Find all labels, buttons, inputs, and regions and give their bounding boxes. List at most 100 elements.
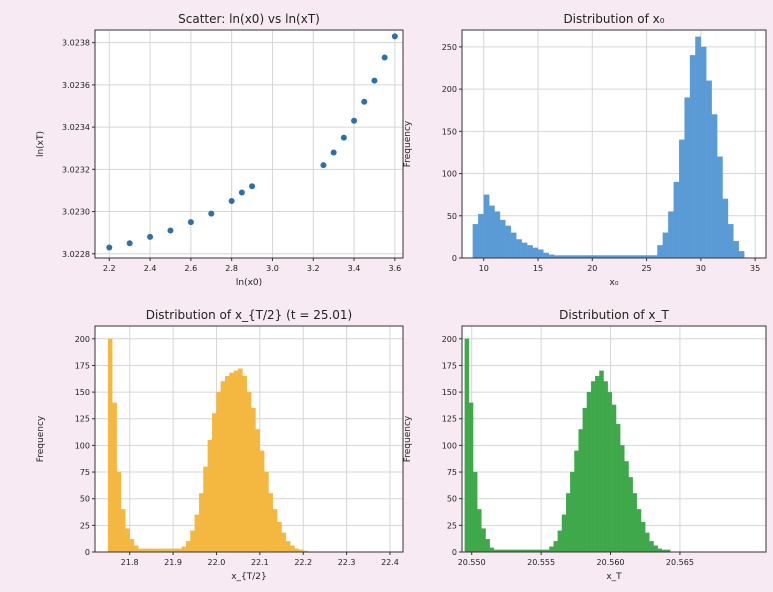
histogram-bar bbox=[133, 545, 139, 553]
scatter-point bbox=[228, 198, 235, 204]
histogram-bar bbox=[632, 493, 638, 553]
y-tick-label: 175 bbox=[75, 361, 90, 370]
histogram-bar bbox=[711, 114, 718, 259]
scatter-point bbox=[208, 210, 215, 217]
x-axis-label: x₀ bbox=[610, 278, 619, 288]
x-tick-label: 22.3 bbox=[338, 558, 356, 567]
scatter-point bbox=[371, 77, 378, 84]
y-tick-label: 200 bbox=[442, 335, 457, 344]
histogram-bar bbox=[653, 545, 658, 553]
y-tick-label: 3.0230 bbox=[62, 208, 90, 217]
x-axis-label: ln(x0) bbox=[236, 278, 262, 288]
x-tick-label: 25 bbox=[641, 264, 651, 273]
scatter-point bbox=[330, 149, 337, 156]
histogram-bar bbox=[582, 407, 588, 553]
scatter-point bbox=[381, 54, 388, 61]
histogram-bar bbox=[477, 509, 482, 553]
x-tick-label: 15 bbox=[533, 264, 543, 273]
scatter-point bbox=[361, 98, 368, 105]
chart-title: Distribution of x_{T/2} (t = 25.01) bbox=[146, 308, 353, 322]
scatter-point bbox=[106, 244, 113, 251]
x-axis-label: x_T bbox=[606, 572, 622, 582]
histogram-bar bbox=[727, 224, 734, 259]
histogram-bar bbox=[224, 375, 230, 553]
histogram-bar bbox=[516, 239, 522, 259]
histogram-bar bbox=[494, 211, 501, 259]
y-tick-label: 3.0232 bbox=[62, 165, 90, 174]
y-tick-label: 150 bbox=[75, 388, 90, 397]
histogram-bar bbox=[722, 198, 729, 259]
histogram-bar bbox=[532, 247, 539, 259]
scatter-point bbox=[126, 240, 133, 247]
histogram-bar bbox=[553, 541, 558, 553]
y-tick-label: 3.0238 bbox=[62, 39, 90, 48]
x-axis-label: x_{T/2} bbox=[231, 572, 267, 582]
histogram-bar bbox=[561, 514, 567, 553]
y-tick-label: 125 bbox=[442, 415, 457, 424]
histogram-bar bbox=[499, 219, 506, 259]
histogram-bar bbox=[185, 541, 191, 553]
histogram-bar bbox=[578, 429, 583, 553]
histogram-bar bbox=[673, 181, 680, 259]
histogram-bar bbox=[233, 370, 239, 553]
x-tick-label: 30 bbox=[696, 264, 706, 273]
histogram-bar bbox=[190, 530, 195, 553]
histogram-bar bbox=[624, 461, 629, 553]
x-tick-label: 21.9 bbox=[164, 558, 182, 567]
y-tick-label: 25 bbox=[447, 521, 457, 530]
y-tick-label: 100 bbox=[75, 441, 90, 450]
x-tick-label: 3.0 bbox=[266, 264, 279, 273]
y-axis-label: Frequency bbox=[403, 120, 413, 167]
histogram-bar bbox=[290, 545, 295, 553]
y-tick-label: 150 bbox=[442, 388, 457, 397]
x-tick-label: 20.555 bbox=[527, 558, 555, 567]
histogram-bar bbox=[483, 194, 490, 259]
histogram-bar bbox=[640, 522, 646, 553]
histogram-bar bbox=[645, 532, 650, 553]
y-tick-label: 3.0234 bbox=[62, 123, 90, 132]
histogram-bar bbox=[548, 254, 555, 259]
histogram-bar bbox=[468, 402, 474, 553]
histogram-bar bbox=[242, 375, 247, 553]
histogram-bar bbox=[129, 539, 135, 553]
histogram-bar bbox=[211, 413, 217, 553]
histogram-bar bbox=[472, 471, 478, 553]
histogram-bar bbox=[107, 338, 113, 553]
scatter-point bbox=[391, 33, 398, 40]
histogram-bar bbox=[207, 439, 213, 553]
histogram-bar bbox=[216, 391, 221, 553]
histogram-bar bbox=[488, 205, 495, 259]
x-tick-label: 20.550 bbox=[458, 558, 486, 567]
y-tick-label: 0 bbox=[452, 254, 457, 263]
histogram-bar bbox=[570, 471, 575, 553]
axes-frame bbox=[461, 29, 767, 259]
y-tick-label: 50 bbox=[447, 212, 457, 221]
histogram-bar bbox=[521, 242, 528, 259]
histogram-bar bbox=[574, 450, 579, 553]
scatter-point bbox=[147, 233, 154, 240]
x-tick-label: 2.6 bbox=[185, 264, 198, 273]
y-tick-label: 200 bbox=[75, 335, 90, 344]
histogram-bar bbox=[120, 509, 126, 553]
histogram-bar bbox=[277, 522, 282, 553]
axes-frame bbox=[94, 325, 404, 553]
histogram-bar bbox=[537, 249, 544, 259]
y-axis-label: ln(xT) bbox=[36, 131, 46, 157]
histogram-bar bbox=[700, 46, 707, 259]
histogram-bar bbox=[264, 471, 269, 553]
histogram-bar bbox=[485, 539, 490, 553]
scatter-point bbox=[167, 227, 174, 234]
histogram-bar bbox=[662, 232, 669, 259]
scatter-point bbox=[351, 117, 358, 124]
x-tick-label: 22.2 bbox=[294, 558, 312, 567]
histogram-bar bbox=[489, 547, 495, 553]
x-tick-label: 20 bbox=[587, 264, 597, 273]
chart-panel-1: 2.2 2.4 2.6 2.8 3.0 3.2 3.4 3.6 3.0228 3.0230 3.02… bbox=[36, 12, 404, 288]
histogram-bar bbox=[181, 546, 187, 553]
histogram-bar bbox=[285, 541, 291, 553]
histogram-bar bbox=[220, 381, 226, 553]
histogram-bar bbox=[481, 528, 486, 553]
histogram-bar bbox=[565, 493, 571, 553]
histogram-bar bbox=[684, 97, 691, 259]
